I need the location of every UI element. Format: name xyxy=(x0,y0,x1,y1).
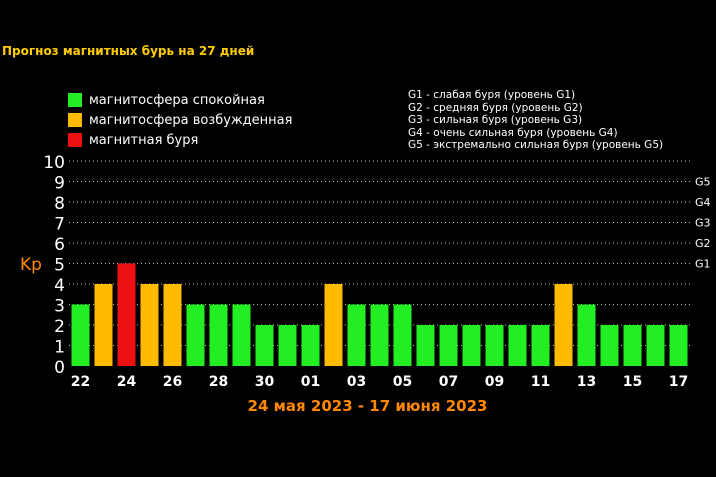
kp-bar-11 xyxy=(301,325,320,366)
x-tick-label: 22 xyxy=(71,374,90,390)
kp-bar-8 xyxy=(232,304,251,366)
x-tick-label: 30 xyxy=(255,374,275,390)
legend-label-active: магнитосфера возбужденная xyxy=(89,112,293,128)
page-title: Прогноз магнитных бурь на 27 дней xyxy=(2,44,255,58)
storm-level-g5: G5 - экстремально сильная буря (уровень … xyxy=(408,139,664,151)
y-tick-label: 4 xyxy=(54,276,65,296)
kp-bar-10 xyxy=(278,325,297,366)
x-tick-label: 05 xyxy=(393,374,412,390)
kp-bar-21 xyxy=(531,325,550,366)
storm-level-g4: G4 - очень сильная буря (уровень G4) xyxy=(408,126,618,139)
kp-bar-3 xyxy=(117,263,136,366)
kp-bar-6 xyxy=(186,304,205,366)
date-range-label: 24 мая 2023 - 17 июня 2023 xyxy=(248,397,488,415)
kp-bar-2 xyxy=(94,284,113,366)
kp-bar-27 xyxy=(669,325,688,366)
x-tick-label: 09 xyxy=(485,374,504,390)
kp-bar-4 xyxy=(140,284,159,366)
kp-bar-26 xyxy=(646,325,665,366)
y-tick-label: 10 xyxy=(43,153,65,173)
kp-bar-5 xyxy=(163,284,182,366)
y-tick-label: 8 xyxy=(54,194,65,214)
kp-bar-18 xyxy=(462,325,481,366)
x-tick-label: 13 xyxy=(577,374,596,390)
g-level-tick-label: G1 xyxy=(695,258,711,271)
kp-bar-13 xyxy=(347,304,366,366)
y-tick-label: 1 xyxy=(54,338,65,358)
kp-bar-19 xyxy=(485,325,504,366)
kp-bar-25 xyxy=(623,325,642,366)
kp-bar-1 xyxy=(71,304,90,366)
legend-label-storm: магнитная буря xyxy=(89,132,199,148)
kp-bar-9 xyxy=(255,325,274,366)
y-tick-label: 7 xyxy=(54,215,65,235)
x-tick-label: 01 xyxy=(301,374,320,390)
legend-swatch-quiet xyxy=(68,93,82,107)
kp-bar-16 xyxy=(416,325,435,366)
legend-item-active: магнитосфера возбужденная xyxy=(68,110,292,130)
y-tick-label: 0 xyxy=(54,358,65,378)
legend-swatch-active xyxy=(68,113,82,127)
legend-item-storm: магнитная буря xyxy=(68,130,292,150)
legend-item-quiet: магнитосфера спокойная xyxy=(68,90,292,110)
kp-bar-14 xyxy=(370,304,389,366)
legend-swatch-storm xyxy=(68,133,82,147)
x-tick-label: 24 xyxy=(117,374,137,390)
kp-bar-20 xyxy=(508,325,527,366)
g-level-tick-label: G2 xyxy=(695,237,711,250)
y-axis-label: Kp xyxy=(20,255,42,275)
y-tick-label: 5 xyxy=(54,256,65,276)
y-tick-label: 6 xyxy=(54,235,65,255)
x-tick-label: 26 xyxy=(163,374,182,390)
x-tick-label: 07 xyxy=(439,374,458,390)
g-level-tick-label: G5 xyxy=(695,176,711,189)
storm-level-g1: G1 - слабая буря (уровень G1) xyxy=(408,89,576,101)
g-level-tick-label: G4 xyxy=(695,196,711,209)
x-tick-label: 11 xyxy=(531,374,550,390)
storm-level-legend: G1 - слабая буря (уровень G1) G2 - средн… xyxy=(408,89,663,152)
kp-bar-24 xyxy=(600,325,619,366)
y-tick-label: 3 xyxy=(54,297,65,317)
color-legend: магнитосфера спокойная магнитосфера возб… xyxy=(68,90,292,150)
g-level-tick-label: G3 xyxy=(695,217,711,230)
x-tick-label: 03 xyxy=(347,374,366,390)
kp-bar-7 xyxy=(209,304,228,366)
storm-level-g3: G3 - сильная буря (уровень G3) xyxy=(408,114,583,126)
x-tick-label: 17 xyxy=(669,374,688,390)
kp-bar-12 xyxy=(324,284,343,366)
y-tick-label: 9 xyxy=(54,174,65,194)
x-tick-label: 15 xyxy=(623,374,642,390)
kp-bar-22 xyxy=(554,284,573,366)
kp-bar-17 xyxy=(439,325,458,366)
x-tick-label: 28 xyxy=(209,374,228,390)
kp-bar-23 xyxy=(577,304,596,366)
legend-label-quiet: магнитосфера спокойная xyxy=(89,92,265,108)
storm-level-g2: G2 - средняя буря (уровень G2) xyxy=(408,101,583,114)
kp-bar-15 xyxy=(393,304,412,366)
y-tick-label: 2 xyxy=(54,317,65,337)
